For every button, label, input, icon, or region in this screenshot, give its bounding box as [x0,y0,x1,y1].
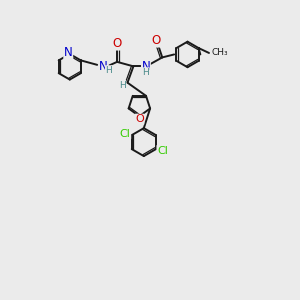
Text: N: N [142,60,150,73]
Text: Cl: Cl [157,146,168,156]
Text: O: O [152,34,161,47]
Text: H: H [142,68,149,77]
Text: O: O [112,37,122,50]
Text: H: H [119,81,126,90]
Text: N: N [99,60,108,73]
Text: CH₃: CH₃ [212,48,228,57]
Text: O: O [135,114,144,124]
Text: H: H [105,66,112,75]
Text: Cl: Cl [120,129,130,139]
Text: N: N [64,46,73,59]
